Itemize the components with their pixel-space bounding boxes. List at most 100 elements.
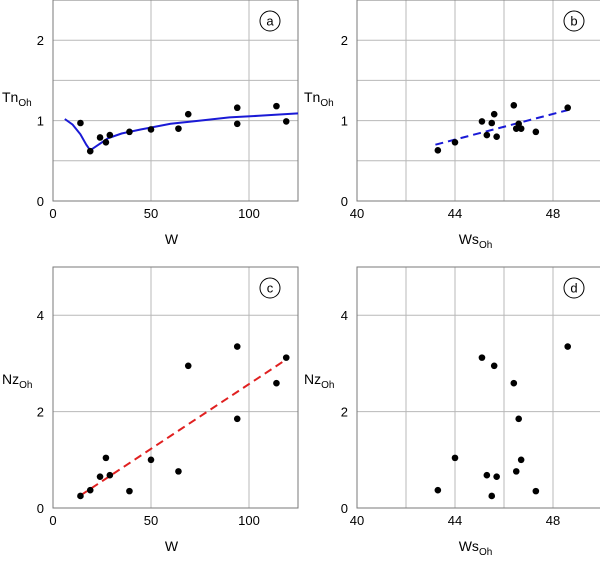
x-tick-label: 44: [448, 206, 462, 221]
data-point: [490, 110, 498, 118]
data-point: [490, 362, 498, 370]
data-point: [434, 486, 442, 494]
fit-line: [435, 109, 568, 146]
x-axis-label-main: Ws: [459, 231, 479, 247]
panel-letter: b: [570, 14, 577, 29]
data-point: [478, 118, 486, 125]
y-axis-label: NzOh: [304, 371, 334, 391]
plot-frame: [356, 266, 600, 509]
fit-line: [79, 358, 287, 497]
panel-letter-badge: [259, 277, 281, 299]
data-point: [86, 147, 94, 155]
fit-line: [64, 112, 299, 152]
data-point: [273, 379, 280, 387]
plot-frame: [356, 0, 600, 202]
x-tick-label: 50: [144, 206, 158, 221]
data-point: [478, 354, 486, 361]
x-tick-label: 0: [49, 513, 56, 528]
y-axis-label-sub: Oh: [19, 380, 32, 391]
y-tick-label: 1: [37, 114, 44, 129]
y-tick-label: 0: [37, 501, 44, 516]
data-point: [488, 492, 496, 500]
x-tick-label: 48: [546, 513, 560, 528]
data-point: [102, 454, 110, 462]
x-axis-label-main: Ws: [459, 538, 479, 554]
x-axis-label: W: [165, 538, 179, 554]
data-point: [564, 104, 571, 112]
data-point: [96, 473, 104, 480]
panel-letter: d: [570, 281, 577, 296]
data-point: [147, 456, 155, 464]
x-tick-label: 0: [49, 206, 56, 221]
data-point: [488, 119, 496, 127]
y-tick-label: 4: [37, 308, 44, 323]
data-point: [126, 128, 133, 136]
data-point: [510, 102, 518, 109]
y-tick-label: 0: [341, 501, 348, 516]
panel-letter: c: [267, 281, 274, 296]
y-tick-label: 4: [341, 308, 348, 323]
data-point: [147, 126, 155, 133]
x-axis-label-sub: Oh: [479, 547, 492, 558]
data-point: [86, 486, 94, 494]
data-point: [77, 119, 84, 127]
plot-frame: [52, 266, 299, 509]
plot-frame: [52, 0, 299, 202]
data-point: [96, 134, 104, 141]
data-point: [532, 128, 540, 136]
x-tick-label: 100: [238, 206, 260, 221]
y-axis-label-sub: Oh: [18, 98, 31, 109]
data-point: [282, 354, 290, 361]
data-point: [510, 379, 518, 387]
data-point: [175, 125, 182, 132]
data-point: [451, 139, 459, 146]
data-point: [106, 131, 114, 139]
x-tick-label: 50: [144, 513, 158, 528]
x-axis-label: WsOh: [459, 231, 493, 251]
y-tick-label: 2: [341, 33, 348, 48]
y-tick-label: 2: [341, 405, 348, 420]
data-point: [532, 487, 540, 495]
data-point: [434, 147, 442, 154]
data-point: [451, 454, 459, 462]
data-point: [483, 471, 491, 479]
data-point: [184, 110, 192, 118]
data-point: [273, 102, 280, 110]
y-axis-label-sub: Oh: [321, 380, 334, 391]
data-point: [512, 468, 520, 475]
data-point: [515, 415, 522, 423]
data-point: [517, 125, 525, 132]
x-tick-label: 40: [350, 206, 364, 221]
y-axis-label-main: Tn: [2, 89, 18, 105]
x-tick-label: 100: [238, 513, 260, 528]
y-tick-label: 0: [37, 194, 44, 209]
y-axis-label: TnOh: [2, 89, 32, 109]
data-point: [77, 492, 84, 500]
data-point: [184, 362, 192, 370]
x-tick-label: 40: [350, 513, 364, 528]
data-point: [282, 118, 290, 125]
chart-panel-c: 0 50 100 0 2 4 W NzOh c: [2, 266, 299, 554]
panel-letter: a: [266, 14, 274, 29]
y-tick-label: 1: [341, 114, 348, 129]
data-point: [233, 343, 241, 350]
data-point: [564, 343, 571, 350]
y-axis-label: NzOh: [2, 371, 32, 391]
y-axis-label-sub: Oh: [320, 98, 333, 109]
data-point: [175, 468, 182, 475]
x-tick-label: 44: [448, 513, 462, 528]
data-point: [483, 131, 491, 139]
panel-letter-badge: [563, 277, 585, 299]
y-tick-label: 2: [37, 405, 44, 420]
x-axis-label: W: [165, 231, 179, 247]
y-axis-label-main: Nz: [2, 371, 19, 387]
chart-panel-a: 0 50 100 0 1 2 W TnOh a: [2, 0, 299, 247]
x-tick-label: 48: [546, 206, 560, 221]
data-point: [233, 415, 241, 423]
panel-letter-badge: [563, 10, 585, 32]
x-axis-label: WsOh: [459, 538, 493, 558]
panel-letter-badge: [259, 10, 281, 32]
